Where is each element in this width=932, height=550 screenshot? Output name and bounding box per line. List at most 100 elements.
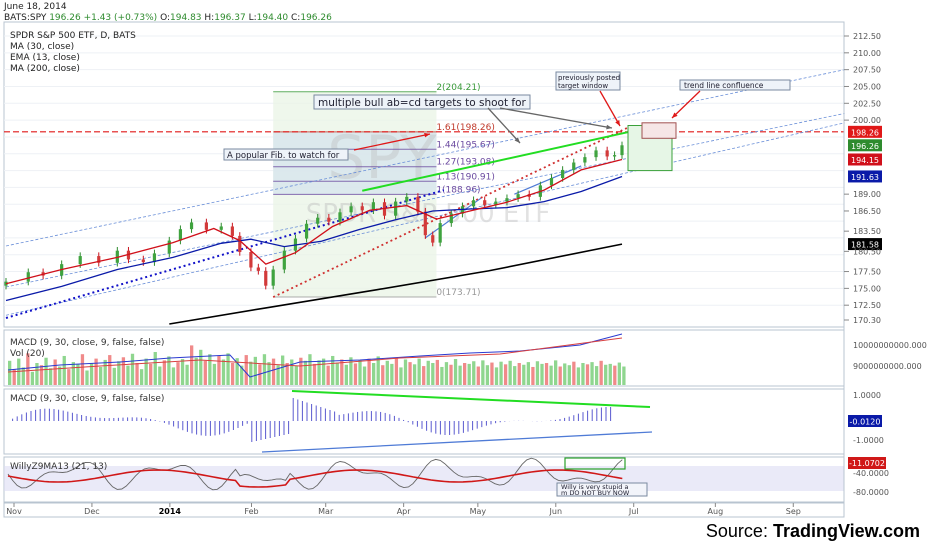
volume-bar (608, 363, 612, 385)
volume-bar (385, 360, 389, 385)
indicator-ema13: EMA (13, close) (10, 53, 80, 63)
blue-dotted-trend-line (5, 189, 445, 319)
confluence-arrow (671, 90, 701, 119)
volume-bar (554, 360, 558, 385)
volume-bar (208, 354, 212, 385)
volume-bar (158, 366, 162, 385)
date-tick-label: Feb (244, 507, 258, 516)
header-open: 194.83 (170, 13, 202, 23)
macd-value-label: -0.0120 (850, 418, 881, 427)
price-tick-label: 175.00 (853, 284, 881, 293)
volume-bar (53, 359, 57, 385)
candle-body (516, 194, 520, 199)
willy-title: WillyZ9MA13 (21, 13) (10, 462, 107, 472)
obv-tick-label: 9000000000.000 (853, 362, 922, 371)
volume-bar (117, 361, 121, 385)
candle-body (549, 178, 554, 186)
price-tick-label: 205.00 (853, 82, 881, 91)
volume-bar (258, 364, 262, 385)
moving-averages (5, 158, 623, 325)
candle-body (256, 267, 260, 271)
volume-bar (71, 362, 75, 385)
candle-body (449, 213, 453, 224)
volume-bar (253, 356, 257, 385)
volume-bar (417, 358, 421, 385)
annotations: multiple bull ab=cd targets to shoot for… (223, 71, 791, 172)
fib-level-label: 2(204.21) (436, 83, 480, 93)
candle-body (238, 235, 242, 253)
fib-level-label: 1.27(193.08) (436, 158, 495, 168)
volume-bar (94, 358, 98, 385)
volume-bar (44, 357, 48, 385)
header-quote: BATS:SPY 196.26 +1.43 (+0.73%) O:194.83 … (4, 13, 332, 23)
volume-bar (144, 358, 148, 385)
volume-bar (121, 357, 126, 385)
candle-body (405, 196, 409, 202)
header-low: 194.40 (256, 13, 289, 23)
volume-bar (376, 356, 380, 385)
bull-abcd-note: multiple bull ab=cd targets to shoot for (318, 97, 527, 109)
volume-bar (180, 359, 185, 385)
candle-body (605, 150, 609, 157)
date-tick-label: Mar (318, 507, 334, 516)
volume-bar (185, 364, 189, 385)
candle-body (505, 198, 509, 202)
date-tick-label: Aug (708, 507, 724, 516)
volume-bar (353, 363, 358, 385)
volume-bar (271, 358, 276, 385)
candle-body (78, 256, 82, 265)
willy-value-label: -11.0702 (849, 459, 885, 468)
candle-body (620, 145, 624, 156)
volume-bar (176, 362, 180, 385)
volume-bar (8, 360, 12, 385)
price-marker-label: 191.63 (851, 173, 879, 182)
macd-tick-label: -1.0000 (853, 436, 884, 445)
candle-body (282, 250, 286, 270)
volume-bar (230, 363, 235, 385)
volume-bar (485, 365, 490, 385)
volume-bar (76, 364, 80, 385)
volume-bar (226, 353, 230, 385)
volume-bar (167, 356, 171, 385)
confluence-arrow-head (672, 112, 678, 118)
candle-body (189, 222, 194, 230)
volume-bar (203, 360, 207, 385)
volume-bar (80, 354, 85, 385)
candle-body (594, 150, 598, 158)
candle-body (264, 270, 268, 286)
volume-bar (190, 345, 194, 385)
candle-body (271, 269, 275, 286)
volume-bar (481, 360, 485, 385)
middle-channel-line (5, 113, 845, 288)
volume-bar (162, 360, 166, 385)
volume-bar (58, 366, 62, 385)
candle-body (360, 206, 364, 211)
trend-confluence-note: trend line confluence (684, 81, 764, 90)
price-tick-label: 183.50 (853, 227, 881, 236)
volume-bar (217, 355, 221, 385)
volume-bar (399, 367, 403, 385)
candle-body (167, 240, 171, 254)
macd-value-marker (848, 415, 882, 427)
candle-body (471, 200, 476, 207)
volume-bar (249, 361, 253, 385)
price-marker (848, 139, 882, 152)
candle-body (26, 272, 30, 282)
volume-bar (403, 359, 408, 385)
willy-note-2: m DO NOT BUY NOW (561, 489, 630, 497)
volume-bar (276, 365, 280, 385)
volume-bar (408, 362, 412, 385)
abcd-arrow-1-head (514, 137, 520, 143)
volume-bar (463, 363, 467, 385)
volume-bar (458, 365, 462, 385)
date-tick-label: Sep (786, 507, 801, 516)
candle-body (152, 253, 157, 263)
volume-bar (617, 362, 621, 385)
volume-bar (535, 361, 540, 385)
fib-level-label: 1.44(195.67) (436, 140, 495, 150)
volume-bar (544, 363, 549, 385)
volume-bar (303, 360, 308, 385)
candle-body (394, 201, 398, 216)
volume-bar (262, 354, 267, 385)
